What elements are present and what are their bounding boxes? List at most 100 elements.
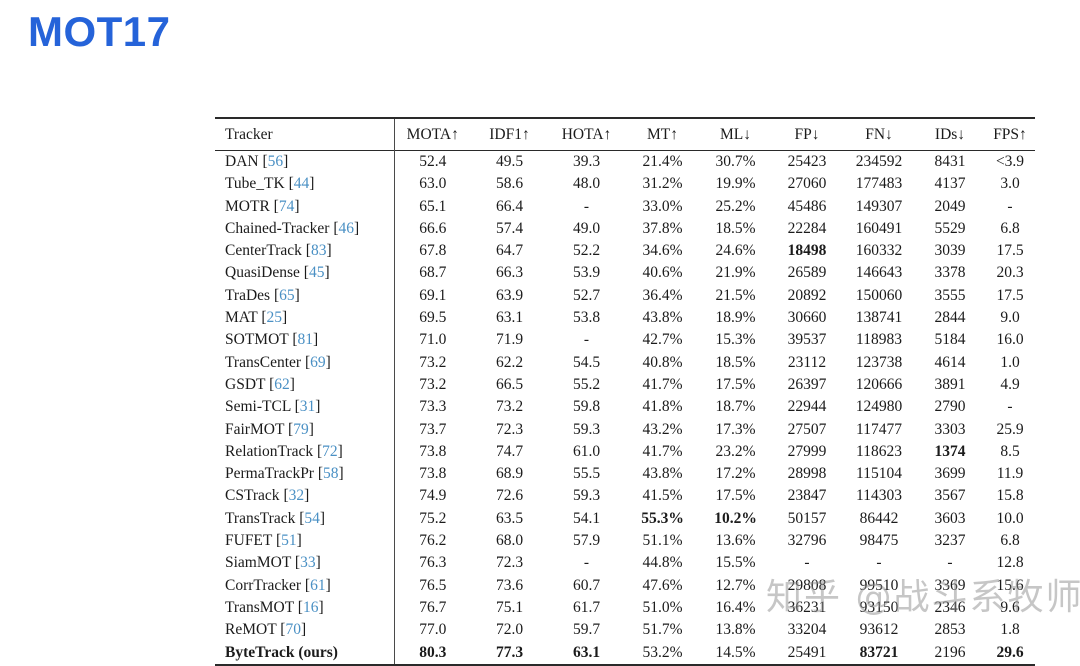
table-row: TransMOT [16] 76.7 75.1 61.7 51.0% 16.4% 36231… [215,596,1035,620]
citation-number: 62 [274,375,290,393]
tracker-name: TransTrack [54] [215,507,395,531]
citation-number: 54 [304,509,320,527]
cell-fps: <3.9 [995,153,1025,170]
cell-fn: 124980 [855,398,903,416]
cell-fp: 36231 [787,598,827,616]
cell-mota: 74.9 [419,487,447,505]
cell-hota: 52.2 [572,242,601,260]
cell-fn: 123738 [855,353,903,371]
cell-ids: 4614 [934,353,966,371]
citation-number: 79 [293,420,309,438]
cell-hota: 59.7 [572,621,601,639]
cell-mota: 52.4 [419,153,447,170]
cell-idf1: 49.5 [495,153,524,170]
cell-mota: 63.0 [419,175,447,193]
table-row: RelationTrack [72] 73.8 74.7 61.0 41.7% 23.2%… [215,440,1035,464]
cell-fp: 39537 [787,331,827,349]
cell-fp: 25491 [787,643,827,661]
cell-mt: 51.0% [642,598,683,616]
table-row: ReMOT [70] 77.0 72.0 59.7 51.7% 13.8% 33204 936… [215,619,1035,642]
cell-fp: 33204 [787,621,827,639]
table-body: DAN [56] 52.4 49.5 39.3 21.4% 30.7% 25423 23459… [215,150,1035,665]
cell-hota: 39.3 [572,153,601,170]
cell-fn: 83721 [859,643,899,661]
cell-fp: 32796 [787,532,827,550]
cell-idf1: 74.7 [495,442,524,460]
citation-number: 83 [310,242,327,260]
cell-fn: 86442 [859,509,899,527]
cell-mota: 73.8 [419,465,447,483]
cell-ids: 2844 [934,309,966,327]
table-row: GSDT [62] 73.2 66.5 55.2 41.7% 17.5% 26397 1206… [215,373,1035,397]
cell-mt: 44.8% [642,554,683,572]
cell-idf1: 58.6 [495,175,524,193]
table-row: QuasiDense [45] 68.7 66.3 53.9 40.6% 21.9% 265… [215,262,1035,285]
cell-ml: 17.5% [715,375,756,393]
cell-mt: 47.6% [642,576,683,594]
cell-ids: 3303 [934,420,966,438]
cell-mt: 42.7% [642,331,683,349]
cell-ids: 3567 [934,487,966,505]
cell-fps: 8.5 [1000,442,1020,460]
cell-idf1: 72.6 [495,487,524,505]
cell-idf1: 57.4 [495,219,524,237]
cell-hota: 55.2 [572,375,601,393]
cell-ids: 8431 [934,153,966,170]
cell-fn: 93150 [859,598,899,616]
cell-mota: 66.6 [419,219,447,237]
cell-mota: 71.0 [419,331,447,349]
table-row: SiamMOT [33] 76.3 72.3 - 44.8% 15.5% - - - 12.8 [215,552,1035,575]
cell-mota: 76.3 [419,554,447,572]
tracker-name: TransCenter [69] [215,351,395,374]
cell-fn: 118983 [856,331,902,349]
tracker-name: CorrTracker [61] [215,574,395,597]
cell-fn: 150060 [855,286,903,304]
citation-number: 61 [310,576,326,594]
citation-number: 31 [299,398,316,416]
table-row: MAT [25] 69.5 63.1 53.8 43.8% 18.9% 30660 13874… [215,307,1035,330]
cell-ml: 16.4% [715,598,756,616]
cell-hota: 54.5 [572,353,601,371]
citation-number: 45 [308,264,325,282]
cell-idf1: 72.3 [495,420,524,438]
cell-mota: 73.3 [419,398,447,416]
tracker-name: TraDes [65] [215,284,395,308]
cell-hota: 55.5 [572,465,601,483]
cell-fn: 93612 [859,621,899,639]
cell-fn: 149307 [855,197,903,215]
cell-ml: 15.5% [715,554,756,572]
cell-hota: 54.1 [572,509,601,527]
cell-idf1: 66.3 [495,264,524,282]
cell-fp: 30660 [787,309,827,327]
cell-mota: 65.1 [419,197,447,215]
cell-mota: 73.8 [419,442,447,460]
cell-mt: 43.8% [642,465,683,483]
citation-number: 65 [279,286,295,304]
cell-idf1: 72.3 [495,554,524,572]
cell-ml: 18.5% [715,219,756,237]
cell-hota: 53.9 [572,264,601,282]
table-row: Tube_TK [44] 63.0 58.6 48.0 31.2% 19.9% 27060 1… [215,173,1035,196]
cell-fp: 29808 [787,576,827,594]
cell-fn: 234592 [855,153,903,170]
cell-fps: 6.8 [1000,532,1020,550]
table-row: CorrTracker [61] 76.5 73.6 60.7 47.6% 12.7% 29… [215,574,1035,597]
cell-fps: 20.3 [996,264,1024,282]
cell-ids: 2790 [934,398,966,416]
cell-fp: 26589 [787,264,827,282]
tracker-name: TransMOT [16] [215,596,395,620]
cell-fn: 117477 [856,420,902,438]
cell-fp: 27060 [787,175,827,193]
table-row: DAN [56] 52.4 49.5 39.3 21.4% 30.7% 25423 23459… [215,150,1035,174]
citation-number: 33 [300,554,316,572]
cell-fps: 1.0 [1000,353,1020,371]
cell-fps: 6.8 [1000,219,1020,237]
citation-number: 81 [297,331,314,349]
cell-ids: 2196 [934,643,966,661]
cell-idf1: 68.0 [495,532,524,550]
cell-mota: 77.0 [419,621,447,639]
col-header-idf1: IDF1↑ [489,125,530,143]
cell-ml: 18.9% [715,309,756,327]
cell-fp: 20892 [787,286,827,304]
cell-ml: 24.6% [715,242,756,260]
